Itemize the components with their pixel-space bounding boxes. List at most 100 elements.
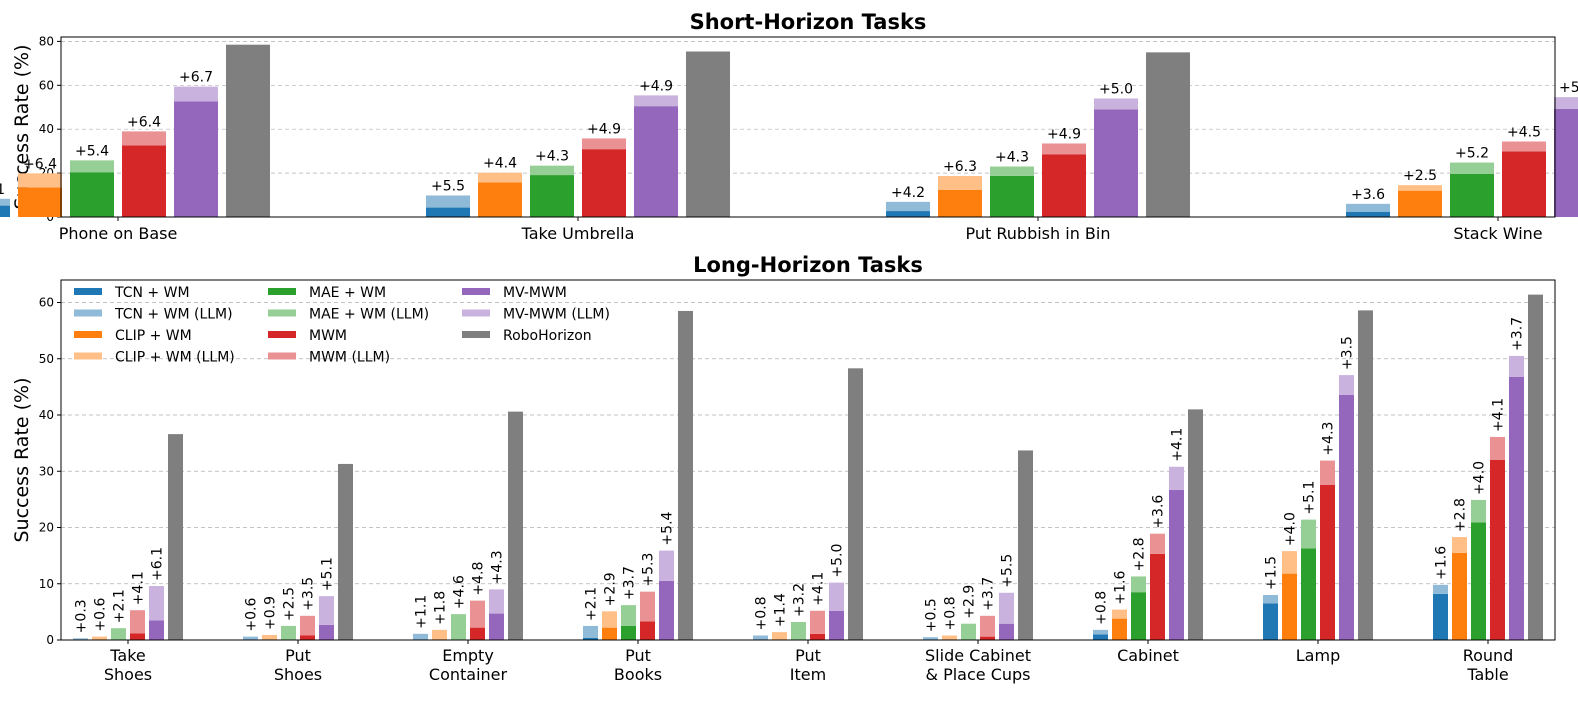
bar-robo (226, 44, 270, 218)
bar-clip-llm (1282, 551, 1297, 574)
bar-clip (18, 187, 62, 217)
y-tick-label: 40 (39, 408, 54, 422)
bar-robo (1018, 450, 1033, 640)
bar-robo (168, 434, 183, 640)
category-label: Take (109, 646, 145, 665)
bar-mwm (810, 633, 825, 640)
legend-swatch (74, 352, 102, 360)
bar-mwm (122, 145, 166, 217)
bar-tcn-llm (923, 637, 938, 640)
delta-label: +4.3 (490, 550, 506, 584)
bar-mwm-llm (810, 610, 825, 634)
delta-label: +1.8 (433, 591, 449, 625)
bar-mvmwm (1339, 394, 1354, 640)
bar-mvmwm-llm (1509, 355, 1524, 377)
bar-mwm (1490, 460, 1505, 640)
bar-tcn-llm (73, 638, 88, 640)
bar-clip-llm (1452, 537, 1467, 553)
delta-label: +0.5 (924, 598, 940, 632)
delta-label: +2.5 (1403, 168, 1437, 184)
delta-label: +3.6 (1351, 187, 1385, 203)
bar-clip-llm (92, 636, 107, 640)
bar-robo (678, 310, 693, 640)
bar-robo (1528, 294, 1543, 640)
bar-clip (602, 627, 617, 640)
category-label: Table (1466, 665, 1508, 684)
y-axis-label: Success Rate (%) (11, 44, 33, 209)
bar-robo (508, 411, 523, 640)
bar-mvmwm-llm (1169, 466, 1184, 490)
bar-mwm-llm (1150, 533, 1165, 554)
delta-label: +3.5 (1340, 336, 1356, 370)
bar-tcn (886, 211, 930, 217)
category-label: Slide Cabinet (925, 646, 1031, 665)
bar-tcn-llm (1263, 595, 1278, 604)
legend-label: CLIP + WM (115, 328, 192, 344)
bar-tcn-llm (1433, 584, 1448, 594)
bar-tcn-llm (0, 198, 10, 206)
bar-tcn-llm (583, 625, 598, 638)
category-label: Put (625, 646, 651, 665)
category-label: Take Umbrella (521, 224, 635, 243)
bar-mvmwm-llm (174, 86, 218, 102)
bar-clip-llm (942, 635, 957, 640)
bar-mae-llm (1471, 499, 1486, 523)
delta-label: +5.1 (320, 557, 336, 591)
delta-label: +4.5 (1507, 124, 1541, 140)
delta-label: +3.6 (1151, 495, 1167, 529)
delta-label: +4.9 (587, 121, 621, 137)
delta-label: +0.8 (1094, 591, 1110, 625)
bar-tcn (583, 637, 598, 640)
short-horizon-panel: Short-Horizon Tasks020406080Success Rate… (0, 10, 1578, 243)
y-tick-label: 50 (39, 352, 54, 366)
bar-tcn (1263, 603, 1278, 640)
bar-mae-llm (791, 622, 806, 640)
bar-mwm (640, 621, 655, 640)
bar-mvmwm-llm (1339, 375, 1354, 395)
delta-label: +0.6 (244, 598, 260, 632)
bar-mwm (980, 636, 995, 640)
bar-mae (621, 625, 636, 640)
category-label: Item (790, 665, 826, 684)
bar-mvmwm-llm (634, 95, 678, 107)
chart-title: Long-Horizon Tasks (693, 253, 923, 277)
bar-mvmwm-llm (1554, 97, 1578, 109)
legend-swatch (462, 331, 490, 338)
bar-mvmwm (1554, 108, 1578, 217)
y-tick-label: 40 (39, 122, 54, 136)
delta-label: +6.4 (23, 156, 57, 172)
bar-clip-llm (602, 611, 617, 628)
bar-mae (1301, 548, 1316, 640)
y-tick-label: 60 (39, 296, 54, 310)
bar-mae (70, 172, 114, 217)
bar-mae-llm (990, 166, 1034, 176)
delta-label: +2.8 (1132, 537, 1148, 571)
bar-tcn-llm (413, 633, 428, 640)
delta-label: +2.1 (112, 589, 128, 623)
bar-tcn (0, 205, 10, 217)
bar-mvmwm-llm (999, 592, 1014, 624)
legend-swatch (462, 288, 490, 295)
delta-label: +5.4 (75, 143, 109, 159)
bar-mae-llm (530, 165, 574, 176)
legend-label: MWM (309, 328, 347, 344)
category-label: Round (1463, 646, 1514, 665)
delta-label: +5.5 (1000, 554, 1016, 588)
long-horizon-panel: Long-Horizon Tasks 0 10 20 30 40 50 60 Success R… (11, 253, 1556, 684)
category-label: & Place Cups (926, 665, 1031, 684)
delta-label: +2.9 (962, 585, 978, 619)
delta-label: +6.4 (127, 114, 161, 130)
delta-label: +3.7 (1510, 317, 1526, 351)
delta-label: +1.5 (1264, 556, 1280, 590)
delta-label: +5.0 (830, 544, 846, 578)
delta-label: +4.0 (1283, 512, 1299, 546)
bar-tcn (1346, 211, 1390, 217)
bar-mwm-llm (1502, 141, 1546, 152)
legend-swatch (268, 331, 296, 338)
bar-mvmwm (1169, 489, 1184, 640)
bar-mvmwm-llm (319, 596, 334, 625)
delta-label: +2.8 (1453, 498, 1469, 532)
delta-label: +3.5 (301, 577, 317, 611)
bar-mvmwm (174, 101, 218, 217)
